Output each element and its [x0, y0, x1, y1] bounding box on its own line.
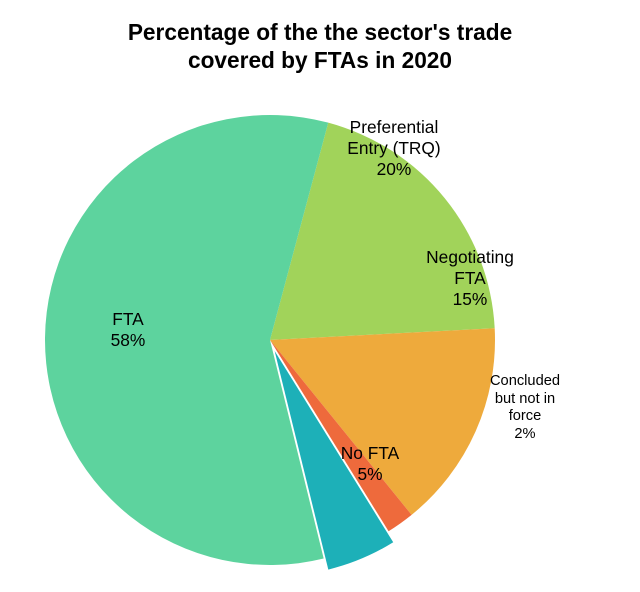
slice-label: No FTA 5% [341, 443, 399, 485]
slice-label: Negotiating FTA 15% [426, 247, 514, 309]
slice-label: FTA 58% [111, 309, 146, 351]
slice-label: Concluded but not in force 2% [490, 373, 560, 443]
pie-chart-container: Percentage of the the sector's trade cov… [0, 0, 640, 592]
pie-chart-svg [0, 0, 640, 592]
slice-label: Preferential Entry (TRQ) 20% [347, 117, 440, 179]
